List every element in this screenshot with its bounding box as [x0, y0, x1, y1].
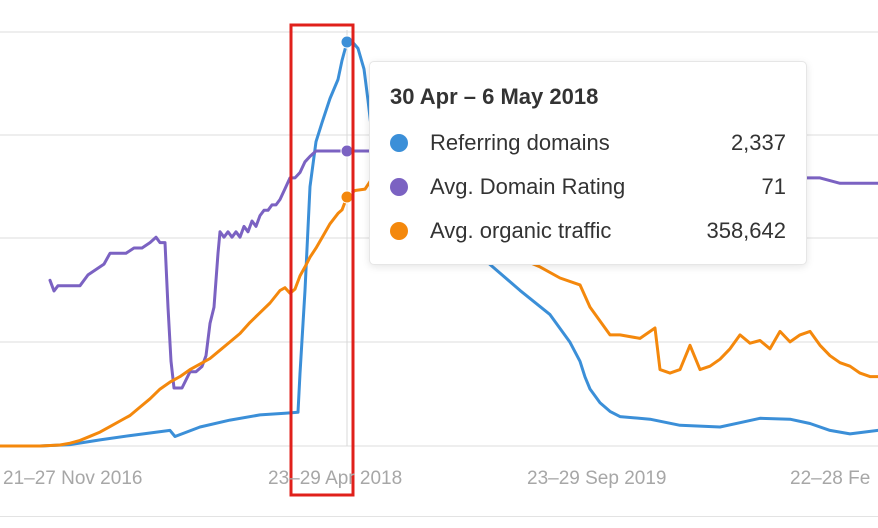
referring-domains-legend-dot [390, 134, 408, 152]
series-line-avg-organic-traffic [0, 177, 878, 448]
tooltip-label: Avg. organic traffic [430, 218, 612, 243]
tooltip-row-referring-domains: Referring domains 2,337 [390, 121, 786, 165]
tooltip-row-organic-traffic: Avg. organic traffic 358,642 [390, 209, 786, 253]
x-tick-label: 23–29 Sep 2019 [527, 468, 666, 489]
tooltip-label: Referring domains [430, 130, 610, 155]
tooltip-title: 30 Apr – 6 May 2018 [390, 84, 599, 109]
hover-point [340, 35, 354, 49]
organic-traffic-legend-dot [390, 222, 408, 240]
hover-point [340, 190, 354, 204]
x-tick-label: 22–28 Fe [790, 468, 870, 489]
tooltip-label: Avg. Domain Rating [430, 174, 626, 199]
hover-point [340, 144, 354, 158]
x-tick-label: 21–27 Nov 2016 [3, 468, 142, 489]
domain-rating-legend-dot [390, 178, 408, 196]
bottom-divider [0, 516, 878, 517]
x-axis-ticks: 21–27 Nov 2016 23–29 Apr 2018 23–29 Sep 20… [3, 468, 870, 489]
series-line-avg-domain-rating [48, 149, 878, 390]
tooltip-value: 2,337 [730, 130, 786, 155]
x-tick-label: 23–29 Apr 2018 [268, 468, 402, 489]
tooltip-value: 358,642 [706, 218, 786, 243]
tooltip-row-domain-rating: Avg. Domain Rating 71 [390, 165, 786, 209]
highlight-rectangle [289, 23, 355, 497]
highlight-box [289, 23, 355, 497]
tooltip-value: 71 [761, 174, 786, 199]
chart-tooltip: 30 Apr – 6 May 2018 Referring domains 2,… [369, 61, 807, 265]
